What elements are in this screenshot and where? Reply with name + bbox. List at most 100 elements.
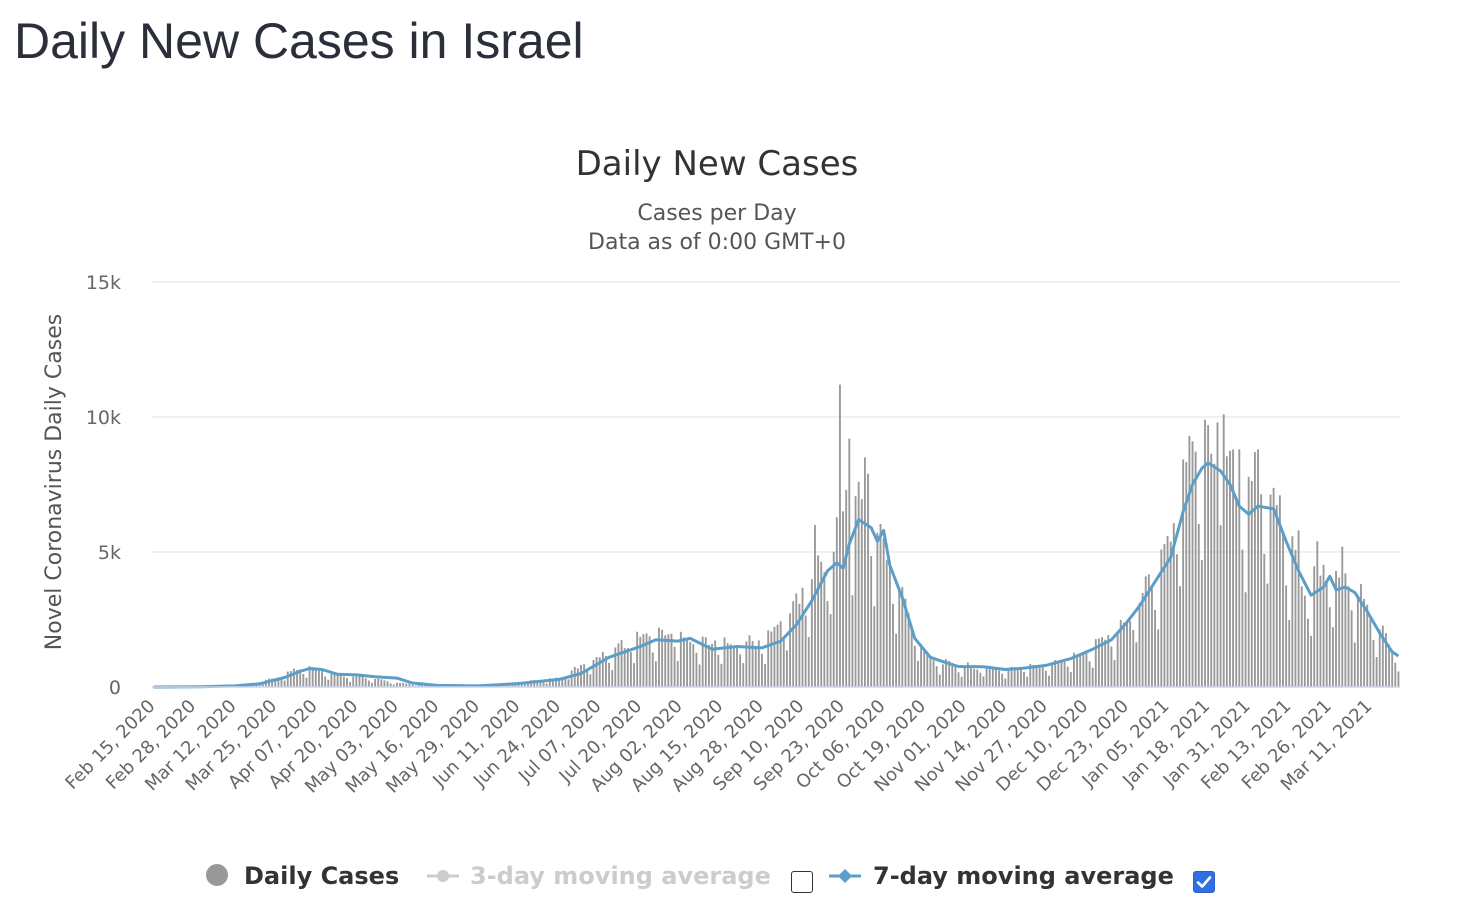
bar[interactable]	[848, 439, 850, 687]
bar[interactable]	[1232, 449, 1234, 687]
bar[interactable]	[355, 677, 357, 687]
bar[interactable]	[1067, 667, 1069, 687]
bar[interactable]	[717, 655, 719, 687]
bar[interactable]	[284, 681, 286, 687]
bar[interactable]	[315, 669, 317, 687]
bar[interactable]	[1220, 525, 1222, 687]
bar[interactable]	[1142, 593, 1144, 687]
bar[interactable]	[362, 677, 364, 687]
bar[interactable]	[352, 677, 354, 687]
legend-item-daily-cases[interactable]: Daily Cases	[206, 862, 399, 890]
bar[interactable]	[1092, 668, 1094, 687]
bar[interactable]	[817, 555, 819, 687]
bar[interactable]	[686, 638, 688, 687]
bar[interactable]	[1351, 610, 1353, 687]
bar[interactable]	[580, 665, 582, 687]
bar[interactable]	[789, 613, 791, 687]
bar[interactable]	[1341, 547, 1343, 687]
bar[interactable]	[1082, 654, 1084, 687]
bar[interactable]	[733, 646, 735, 687]
bar[interactable]	[1139, 603, 1141, 687]
bar[interactable]	[724, 637, 726, 687]
bar[interactable]	[1117, 631, 1119, 687]
bar[interactable]	[1313, 566, 1315, 687]
bar[interactable]	[359, 676, 361, 687]
bar[interactable]	[571, 670, 573, 687]
bar[interactable]	[889, 565, 891, 687]
bar[interactable]	[346, 678, 348, 687]
bar[interactable]	[1363, 599, 1365, 687]
bar[interactable]	[1079, 655, 1081, 687]
bar[interactable]	[596, 657, 598, 687]
bar[interactable]	[795, 593, 797, 687]
bar[interactable]	[1020, 668, 1022, 687]
bar[interactable]	[1185, 462, 1187, 687]
bar[interactable]	[1326, 582, 1328, 687]
bar[interactable]	[1217, 422, 1219, 687]
bar[interactable]	[318, 670, 320, 687]
bar[interactable]	[926, 652, 928, 687]
bar[interactable]	[1129, 621, 1131, 687]
bar[interactable]	[1051, 663, 1053, 687]
bar[interactable]	[655, 661, 657, 687]
bar[interactable]	[720, 664, 722, 687]
bar[interactable]	[327, 680, 329, 687]
bar[interactable]	[1064, 662, 1066, 687]
bar[interactable]	[1089, 661, 1091, 687]
bar[interactable]	[1070, 672, 1072, 687]
bar[interactable]	[343, 677, 345, 687]
bar[interactable]	[1344, 573, 1346, 687]
bar[interactable]	[1357, 596, 1359, 687]
bar[interactable]	[1295, 550, 1297, 687]
bar[interactable]	[1057, 660, 1059, 687]
bar[interactable]	[1391, 650, 1393, 687]
bar[interactable]	[1366, 605, 1368, 687]
bar[interactable]	[1198, 524, 1200, 687]
bar[interactable]	[1242, 550, 1244, 687]
bar[interactable]	[1157, 630, 1159, 687]
bar[interactable]	[880, 524, 882, 687]
bar[interactable]	[658, 628, 660, 687]
bar[interactable]	[892, 604, 894, 687]
checkbox-7-day-average[interactable]	[1193, 871, 1215, 893]
bar[interactable]	[624, 648, 626, 687]
bar[interactable]	[808, 637, 810, 687]
bar[interactable]	[986, 666, 988, 687]
bar[interactable]	[770, 632, 772, 687]
bar[interactable]	[1061, 660, 1063, 687]
bar[interactable]	[839, 385, 841, 687]
bar[interactable]	[630, 652, 632, 687]
bar[interactable]	[293, 669, 295, 687]
bar[interactable]	[1348, 587, 1350, 687]
checkbox-3-day-average[interactable]	[791, 871, 813, 893]
bar[interactable]	[933, 660, 935, 687]
bar[interactable]	[1048, 676, 1050, 687]
bar[interactable]	[1245, 592, 1247, 687]
bar[interactable]	[780, 621, 782, 687]
bar[interactable]	[811, 579, 813, 687]
bar[interactable]	[777, 625, 779, 687]
bar[interactable]	[1154, 610, 1156, 687]
bar[interactable]	[1369, 617, 1371, 687]
bar[interactable]	[1036, 666, 1038, 687]
bar[interactable]	[883, 538, 885, 687]
bar[interactable]	[1263, 554, 1265, 687]
bar[interactable]	[1301, 586, 1303, 687]
bar[interactable]	[699, 665, 701, 687]
bar[interactable]	[1204, 420, 1206, 687]
bar[interactable]	[374, 679, 376, 687]
bar[interactable]	[939, 675, 941, 687]
bar[interactable]	[321, 671, 323, 687]
bar[interactable]	[1004, 678, 1006, 687]
bar[interactable]	[852, 595, 854, 687]
bar[interactable]	[677, 661, 679, 687]
bar[interactable]	[1126, 623, 1128, 687]
bar[interactable]	[830, 614, 832, 687]
bar[interactable]	[683, 637, 685, 687]
bar[interactable]	[306, 678, 308, 687]
bar[interactable]	[1332, 627, 1334, 687]
bar[interactable]	[1354, 642, 1356, 687]
bar[interactable]	[845, 490, 847, 687]
bar[interactable]	[1210, 454, 1212, 687]
bar[interactable]	[1373, 640, 1375, 687]
